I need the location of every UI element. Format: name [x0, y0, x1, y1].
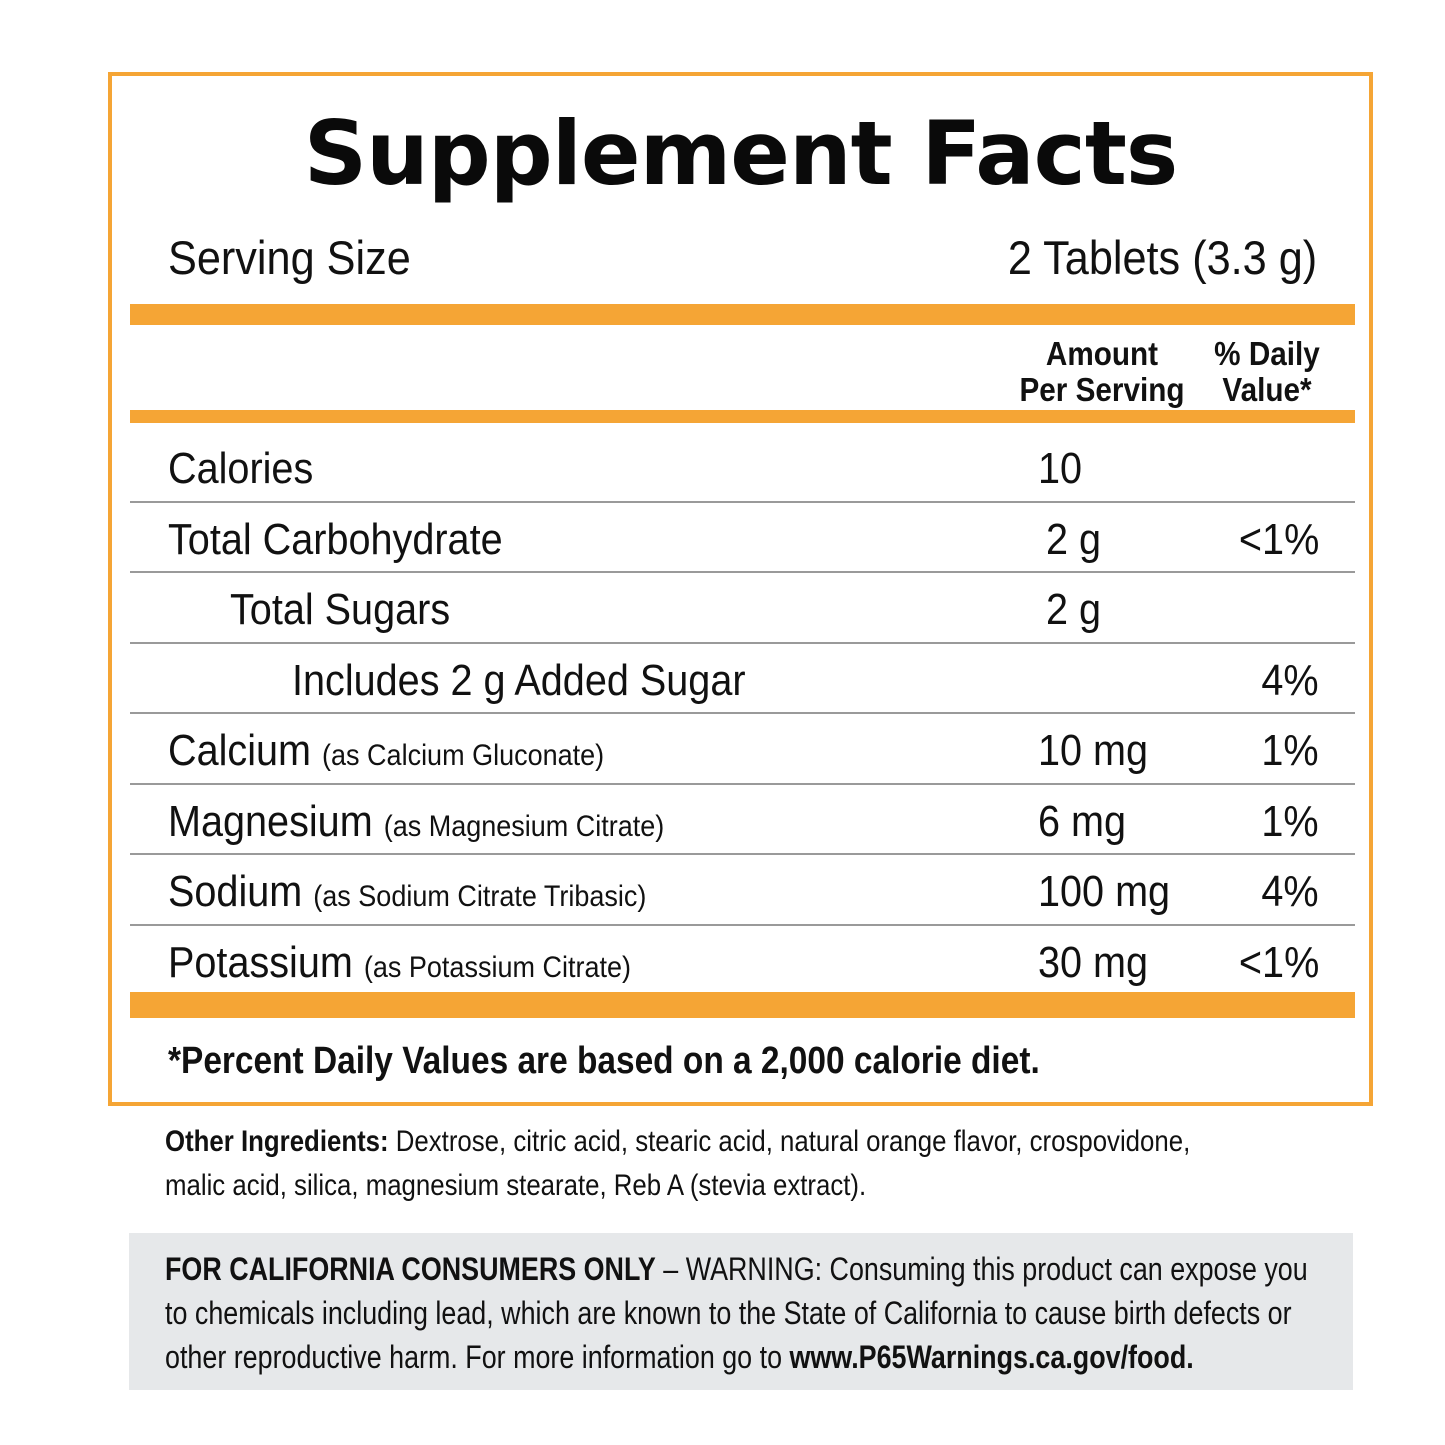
- nutrient-amount: 2 g: [1046, 514, 1102, 564]
- nutrient-amount: 10: [1038, 444, 1083, 493]
- serving-size-row: Serving Size 2 Tablets (3.3 g): [168, 228, 1317, 288]
- ingredients-label: Other Ingredients:: [165, 1125, 389, 1158]
- serving-size-value: 2 Tablets (3.3 g): [1007, 231, 1317, 284]
- table-row: Includes 2 g Added Sugar 4%: [130, 644, 1355, 714]
- warning-text: FOR CALIFORNIA CONSUMERS ONLY – WARNING:…: [165, 1247, 1324, 1379]
- ingredients-text: Dextrose, citric acid, stearic acid, nat…: [165, 1125, 1191, 1202]
- nutrient-daily-value: 4%: [1261, 867, 1319, 916]
- nutrient-amount: 10 mg: [1038, 726, 1149, 775]
- panel-title: Supplement Facts: [303, 102, 1179, 205]
- table-row: Total Sugars 2 g: [130, 573, 1355, 644]
- nutrient-daily-value: <1%: [1238, 514, 1319, 564]
- table-row: Sodium (as Sodium Citrate Tribasic) 100 …: [130, 855, 1355, 926]
- nutrient-daily-value: 1%: [1261, 796, 1319, 846]
- prop65-warning-box: FOR CALIFORNIA CONSUMERS ONLY – WARNING:…: [129, 1233, 1353, 1390]
- nutrient-source: (as Sodium Citrate Tribasic): [313, 880, 647, 913]
- nutrient-daily-value: 4%: [1261, 655, 1319, 705]
- warning-heading: FOR CALIFORNIA CONSUMERS ONLY: [165, 1251, 656, 1287]
- table-row: Magnesium (as Magnesium Citrate) 6 mg 1%: [130, 785, 1355, 855]
- warning-body: – WARNING: Consuming this product can ex…: [165, 1251, 1308, 1375]
- divider-bar-thick-bottom: [130, 992, 1355, 1018]
- nutrient-name: Total Carbohydrate: [168, 514, 503, 564]
- column-header-amount-line1: Amount: [1045, 335, 1159, 372]
- column-header-daily-value: % Daily Value*: [1204, 336, 1330, 408]
- nutrient-amount: 30 mg: [1038, 937, 1149, 987]
- table-row: Potassium (as Potassium Citrate) 30 mg <…: [130, 926, 1355, 997]
- column-header-dv-line1: % Daily: [1214, 335, 1320, 372]
- nutrient-amount: 100 mg: [1038, 867, 1171, 916]
- warning-link[interactable]: www.P65Warnings.ca.gov/food.: [789, 1339, 1194, 1375]
- nutrient-name: Sodium (as Sodium Citrate Tribasic): [168, 867, 647, 916]
- daily-value-footnote: *Percent Daily Values are based on a 2,0…: [168, 1040, 1040, 1082]
- nutrient-table: Calories 10 Total Carbohydrate 2 g <1% T…: [130, 432, 1355, 996]
- divider-bar-thick: [130, 304, 1355, 325]
- nutrient-amount: 6 mg: [1038, 796, 1127, 846]
- column-header-dv-line2: Value*: [1222, 371, 1312, 408]
- column-header-amount: Amount Per Serving: [1003, 336, 1201, 408]
- nutrient-source: (as Calcium Gluconate): [322, 739, 605, 772]
- nutrient-source: (as Potassium Citrate): [363, 950, 631, 984]
- table-row: Total Carbohydrate 2 g <1%: [130, 503, 1355, 573]
- nutrient-name: Calcium (as Calcium Gluconate): [168, 726, 605, 775]
- table-row: Calcium (as Calcium Gluconate) 10 mg 1%: [130, 714, 1355, 785]
- nutrient-name: Total Sugars: [230, 585, 451, 634]
- supplement-facts-panel: Supplement Facts Serving Size 2 Tablets …: [108, 72, 1373, 1106]
- nutrient-daily-value: 1%: [1261, 726, 1319, 775]
- nutrient-source: (as Magnesium Citrate): [383, 809, 665, 843]
- nutrient-name: Calories: [168, 444, 314, 493]
- other-ingredients: Other Ingredients: Dextrose, citric acid…: [165, 1120, 1240, 1208]
- nutrient-daily-value: <1%: [1238, 937, 1319, 987]
- column-header-amount-line2: Per Serving: [1019, 371, 1185, 408]
- serving-size-label: Serving Size: [168, 231, 411, 284]
- nutrient-name: Potassium (as Potassium Citrate): [168, 937, 631, 987]
- nutrient-name: Magnesium (as Magnesium Citrate): [168, 796, 665, 846]
- nutrient-amount: 2 g: [1046, 585, 1102, 634]
- table-row: Calories 10: [130, 432, 1355, 503]
- divider-bar-thin: [130, 410, 1355, 423]
- nutrient-name: Includes 2 g Added Sugar: [292, 655, 746, 705]
